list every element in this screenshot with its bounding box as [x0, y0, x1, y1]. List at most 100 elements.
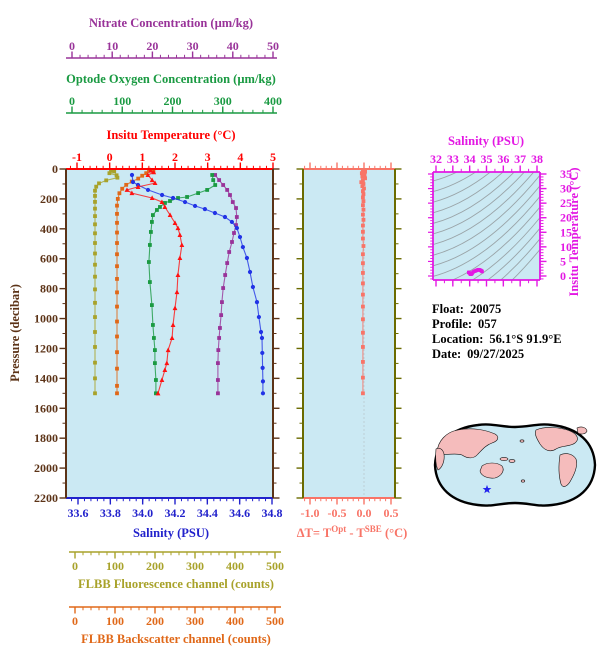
data-point	[94, 184, 99, 189]
tick-label: 1200	[34, 341, 58, 355]
data-point	[360, 174, 365, 179]
data-point	[211, 178, 216, 182]
data-point	[220, 300, 224, 304]
data-point	[359, 180, 364, 185]
data-point	[216, 348, 221, 352]
data-point	[361, 182, 366, 186]
tick-label: 400	[226, 614, 244, 628]
data-point	[260, 391, 266, 396]
info-location: Location: 56.1°S 91.9°E	[432, 332, 562, 346]
data-point	[112, 169, 117, 174]
info-float: Float: 20075	[432, 302, 501, 316]
tick-label: 33	[447, 152, 459, 166]
delta-t-title-base: ΔT= T	[297, 526, 332, 540]
data-point	[361, 168, 365, 173]
tick-label: 20	[560, 211, 572, 225]
data-point	[361, 212, 365, 217]
data-point	[129, 190, 135, 196]
data-point	[162, 367, 168, 372]
tick-label: 0	[560, 269, 566, 283]
data-point	[361, 345, 365, 349]
info-float-label: Float:	[432, 302, 464, 316]
data-point	[234, 225, 240, 231]
axes-ticks-layer	[59, 51, 547, 614]
data-point	[109, 168, 113, 173]
data-point	[155, 390, 161, 396]
profile-curve-oxygen	[146, 173, 218, 396]
data-point	[115, 334, 119, 339]
tick-label: 34.0	[132, 506, 153, 520]
data-point	[120, 186, 125, 191]
data-point	[115, 252, 119, 257]
data-point	[216, 378, 220, 382]
data-point	[149, 220, 154, 224]
data-point	[107, 171, 112, 176]
data-point	[361, 292, 365, 297]
data-point	[152, 336, 156, 340]
data-point	[240, 244, 245, 250]
tick-label: 100	[106, 559, 124, 573]
tick-label: 10	[106, 39, 118, 53]
data-point	[258, 329, 264, 335]
info-profile-label: Profile:	[432, 317, 472, 331]
data-point	[362, 186, 366, 191]
nitrate-axis-title: Nitrate Concentration (µm/kg)	[89, 16, 253, 30]
data-point	[163, 201, 167, 205]
data-point	[115, 319, 119, 324]
ts-profile-cluster	[466, 267, 484, 276]
isopycnal-contour	[433, 172, 515, 224]
data-point	[147, 280, 152, 284]
tick-label: 600	[40, 252, 58, 266]
tick-label: 0	[107, 150, 113, 164]
data-point	[145, 187, 151, 193]
data-point	[93, 376, 97, 381]
data-point	[213, 183, 218, 187]
tick-label: 35	[560, 167, 572, 181]
data-point	[175, 225, 181, 231]
data-point	[115, 203, 119, 208]
data-point	[136, 176, 141, 181]
data-point	[202, 206, 208, 212]
tick-label: 1	[139, 150, 145, 164]
data-point	[361, 199, 366, 204]
data-point	[174, 289, 180, 295]
data-point	[210, 173, 215, 177]
delta-t-title-units: (°C)	[382, 526, 407, 540]
data-point	[151, 169, 157, 175]
main-plot-area	[66, 169, 273, 498]
info-date: Date: 09/27/2025	[432, 347, 524, 361]
tick-label: 36	[497, 152, 509, 166]
data-point	[149, 177, 155, 183]
data-point	[361, 192, 366, 197]
isopycnal-contour	[433, 172, 535, 246]
tick-label: 0	[52, 162, 58, 176]
info-location-value: 56.1°S 91.9°E	[489, 332, 561, 346]
tick-label: 10	[560, 240, 572, 254]
data-point	[149, 195, 155, 201]
tick-label: 34.8	[262, 506, 283, 520]
tick-label: 37	[514, 152, 526, 166]
ts-plot-area	[433, 172, 540, 280]
isopycnal-contour	[451, 206, 540, 280]
info-date-label: Date:	[432, 347, 461, 361]
ts-salinity-title: Salinity (PSU)	[448, 134, 524, 148]
info-profile-value: 057	[478, 317, 497, 331]
tick-label: 500	[266, 559, 284, 573]
data-point	[115, 241, 119, 245]
data-point	[168, 199, 172, 203]
tick-label: 33.6	[68, 506, 89, 520]
tick-label: 1600	[34, 401, 58, 415]
data-point	[223, 273, 228, 277]
tick-label: 800	[40, 282, 58, 296]
tick-label: 5	[270, 150, 276, 164]
data-point	[170, 195, 176, 201]
data-point	[153, 348, 157, 352]
isopycnal-contour	[433, 185, 540, 267]
data-point	[159, 377, 165, 383]
map-land-japan	[519, 439, 525, 443]
data-point	[104, 178, 109, 183]
data-point	[244, 255, 250, 261]
data-point	[93, 206, 97, 211]
data-point	[93, 262, 97, 267]
isopycnal-contour	[511, 249, 540, 280]
